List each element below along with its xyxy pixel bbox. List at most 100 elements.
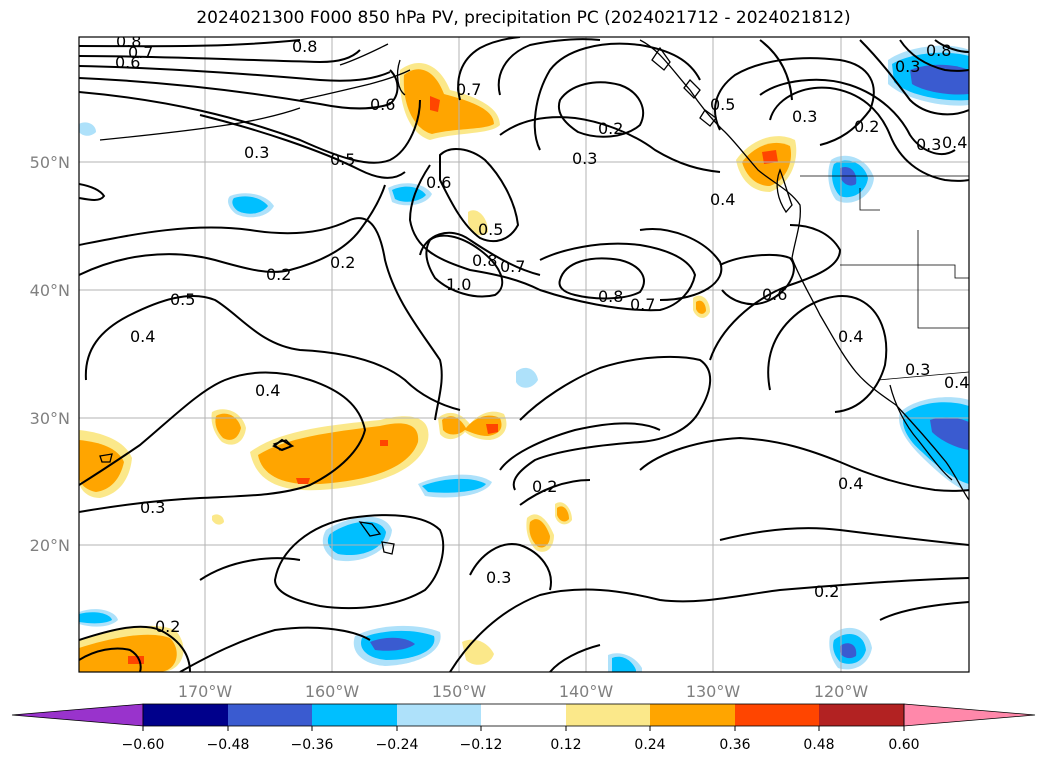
contour-label: 0.3 (244, 143, 269, 162)
contour-label: 0.2 (330, 253, 355, 272)
precip-positive-area (529, 519, 550, 548)
colorbar-tick-label: 0.36 (719, 737, 750, 753)
contour-label: 0.4 (710, 190, 735, 209)
contour-label: 0.8 (116, 32, 141, 51)
precip-positive-area (212, 514, 224, 525)
contour-label: 0.3 (905, 360, 930, 379)
colorbar-segment (650, 704, 735, 726)
contour-label: 0.4 (838, 327, 863, 346)
pv-contour (934, 39, 969, 53)
pv-contour (79, 91, 421, 164)
precip-negative-area (370, 637, 415, 651)
pv-contour (273, 514, 445, 610)
contour-label: 0.3 (895, 57, 920, 76)
pv-contour (84, 294, 461, 411)
pv-contour (79, 217, 443, 421)
pv-contour (859, 39, 969, 116)
colorbar-segment (481, 704, 566, 726)
colorbar-segment (312, 704, 397, 726)
contour-label: 0.6 (762, 285, 787, 304)
colorbar-over-arrow (903, 703, 1036, 727)
colorbar-segment (397, 704, 481, 726)
pv-contour (79, 69, 399, 110)
contour-label: 0.2 (532, 477, 557, 496)
precip-positive-area (696, 300, 706, 314)
contour-label: 0.2 (598, 119, 623, 138)
precip-negative-area (930, 417, 969, 450)
map-area: 0.8 0.7 0.6 0.8 0.7 0.6 0.5 0.2 0.3 0.3 … (79, 32, 969, 672)
colorbar-under-arrow (11, 703, 144, 727)
pv-contour (179, 626, 371, 672)
colorbar-tick-label: 0.24 (634, 737, 665, 753)
map-frame (78, 36, 970, 673)
contour-label: 0.4 (255, 381, 280, 400)
contour-label: 0.4 (838, 474, 863, 493)
pv-contour (714, 57, 875, 146)
contour-label: 0.8 (472, 251, 497, 270)
colorbar-segment (735, 704, 819, 726)
pv-contour (79, 371, 367, 513)
contour-label: 0.3 (140, 498, 165, 517)
precip-negative-area (79, 122, 96, 136)
precip-negative-area (516, 367, 538, 388)
precip-negative-area (327, 521, 386, 556)
contour-label: 0.2 (266, 265, 291, 284)
pv-contour (549, 644, 601, 672)
pv-contour (767, 295, 888, 413)
precip-positive-area (215, 413, 241, 440)
precip-negative-area (232, 196, 268, 214)
pv-contour (425, 234, 504, 298)
pv-contour (419, 231, 541, 276)
precip-positive-core (128, 656, 144, 664)
pv-contour (272, 438, 295, 452)
pv-contour (469, 543, 552, 591)
map-title: 2024021300 F000 850 hPa PV, precipitatio… (196, 8, 851, 28)
contour-label: 0.7 (128, 43, 153, 62)
lat-tick-label: 20°N (30, 536, 70, 555)
precip-positive-area (258, 423, 419, 485)
pv-contour (199, 557, 301, 581)
contour-label: 0.3 (916, 135, 941, 154)
contour-label: 0.2 (155, 617, 180, 636)
lon-tick-label: 160°W (305, 682, 360, 701)
contour-label: 0.8 (598, 287, 623, 306)
pv-contour-labels: 0.8 0.7 0.6 0.8 0.7 0.6 0.5 0.2 0.3 0.3 … (115, 32, 969, 636)
pv-contour (199, 114, 406, 179)
colorbar-segment (143, 704, 228, 726)
pv-contour (408, 164, 697, 312)
contour-label: 0.4 (944, 373, 969, 392)
contour-label: 0.8 (292, 37, 317, 56)
precip-positive-core (296, 478, 310, 484)
colorbar-tick-label: −0.36 (291, 737, 334, 753)
pv-contour (558, 257, 645, 300)
contour-label: 0.3 (486, 568, 511, 587)
precip-positive-area (468, 210, 488, 236)
pv-contour (558, 81, 645, 138)
lon-tick-label: 130°W (686, 682, 741, 701)
pv-contour (512, 355, 712, 491)
pv-contour (719, 253, 795, 306)
pv-contour (439, 148, 520, 243)
colorbar-segment (566, 704, 650, 726)
pv-contour (79, 39, 301, 48)
contour-label: 0.2 (854, 117, 879, 136)
pv-contour (79, 65, 391, 82)
contour-label: 0.5 (330, 150, 355, 169)
lat-tick-label: 40°N (30, 281, 70, 300)
contour-label: 1.0 (446, 275, 471, 294)
precip-positive-core (762, 150, 778, 164)
contour-label: 0.7 (630, 295, 655, 314)
lat-tick-label: 50°N (30, 153, 70, 172)
colorbar-tick-label: 0.48 (803, 737, 834, 753)
precip-negative-area (422, 478, 486, 493)
precip-negative-area (840, 643, 857, 659)
lon-tick-label: 120°W (814, 682, 869, 701)
latitude-labels: 50°N 40°N 30°N 20°N (30, 153, 70, 555)
colorbar-tick-label: −0.12 (460, 737, 503, 753)
colorbar-tick-label: −0.60 (122, 737, 165, 753)
pv-contours (79, 37, 969, 672)
lat-tick-label: 30°N (30, 409, 70, 428)
pv-contour (759, 78, 956, 155)
contour-label: 0.5 (170, 290, 195, 309)
